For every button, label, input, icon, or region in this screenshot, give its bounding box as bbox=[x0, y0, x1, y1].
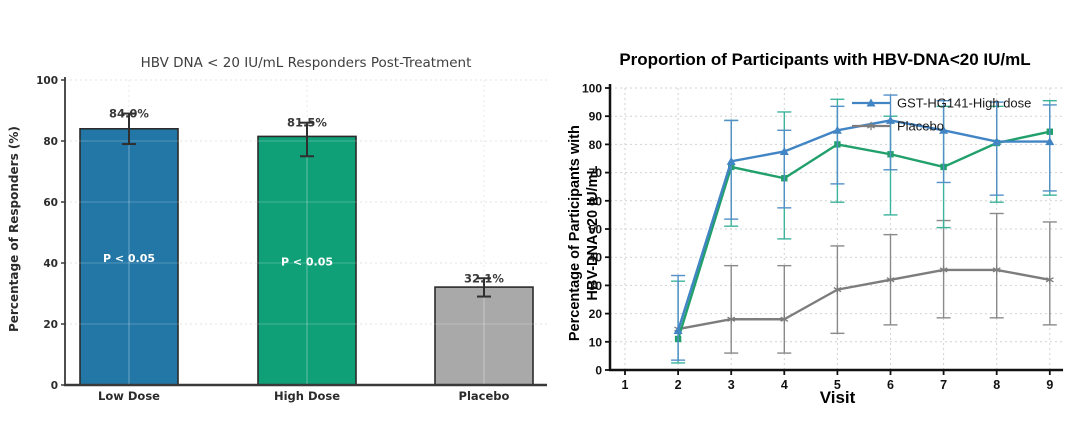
triangle-marker bbox=[726, 156, 736, 165]
y-tick-label: 0 bbox=[51, 380, 58, 392]
y-tick-label: 10 bbox=[589, 335, 603, 349]
star-marker bbox=[727, 316, 736, 322]
line-chart-title: Proportion of Participants with HBV-DNA<… bbox=[619, 50, 1031, 69]
triangle-marker bbox=[992, 137, 1002, 146]
data-series-line bbox=[676, 119, 1050, 331]
line-chart: 0 10 20 30 40 50 60 70 80 90 100 1 2 3 4 5 6 7 8 9 GST-HG141… bbox=[582, 82, 1064, 392]
y-tick-label: 80 bbox=[43, 136, 58, 148]
bar-chart-panel: HBV DNA < 20 IU/mL Responders Post-Treat… bbox=[7, 55, 547, 403]
y-tick-label: 100 bbox=[582, 82, 602, 96]
y-tick-label: 80 bbox=[589, 138, 603, 152]
x-category-label: Placebo bbox=[459, 389, 510, 403]
x-category-label: Low Dose bbox=[98, 389, 160, 403]
star-marker bbox=[780, 316, 789, 322]
y-tick-label: 70 bbox=[589, 166, 603, 180]
y-tick-label: 40 bbox=[589, 251, 603, 265]
x-tick-label: 3 bbox=[728, 378, 735, 392]
y-tick-label: 20 bbox=[43, 319, 58, 331]
line-chart-x-axis-label: Visit bbox=[819, 388, 856, 407]
star-marker bbox=[992, 267, 1001, 273]
y-tick-label: 50 bbox=[589, 223, 603, 237]
x-tick-label: 4 bbox=[781, 378, 788, 392]
y-tick-label: 60 bbox=[589, 194, 603, 208]
significance-annotation: P < 0.05 bbox=[281, 256, 333, 269]
x-tick-label: 9 bbox=[1046, 378, 1053, 392]
triangle-marker bbox=[673, 326, 683, 335]
x-tick-label: 7 bbox=[940, 378, 947, 392]
legend-entry-label: GST-HG141-High dose bbox=[897, 96, 1031, 111]
x-category-label: High Dose bbox=[274, 389, 340, 403]
x-tick-label: 6 bbox=[887, 378, 894, 392]
star-marker bbox=[833, 286, 842, 293]
legend-entry-label: Placebo bbox=[897, 119, 944, 134]
triangle-marker bbox=[866, 98, 876, 107]
data-series-line bbox=[677, 268, 1051, 331]
x-tick-label: 1 bbox=[622, 378, 629, 392]
bar-chart-title: HBV DNA < 20 IU/mL Responders Post-Treat… bbox=[140, 55, 472, 71]
data-series-line bbox=[676, 130, 1051, 340]
star-marker bbox=[867, 123, 875, 129]
y-tick-label: 40 bbox=[43, 258, 58, 270]
triangle-marker bbox=[939, 125, 949, 134]
y-tick-label: 90 bbox=[589, 110, 603, 124]
y-tick-label: 30 bbox=[589, 279, 603, 293]
y-tick-label: 20 bbox=[589, 307, 603, 321]
triangle-marker bbox=[886, 115, 895, 124]
star-marker bbox=[939, 267, 948, 273]
triangle-marker bbox=[1045, 137, 1055, 146]
significance-annotation: P < 0.05 bbox=[103, 252, 155, 265]
bar-chart: 84.0%81.5%32.1%P < 0.05P < 0.05020406080… bbox=[36, 75, 547, 403]
star-marker bbox=[886, 277, 895, 283]
y-tick-label: 100 bbox=[36, 75, 58, 87]
y-tick-label: 0 bbox=[595, 364, 602, 378]
line-chart-panel: Proportion of Participants with HBV-DNA<… bbox=[565, 0, 1073, 435]
y-tick-label: 60 bbox=[43, 197, 58, 209]
triangle-marker bbox=[779, 146, 789, 155]
x-tick-label: 5 bbox=[834, 378, 841, 392]
star-marker bbox=[1045, 277, 1054, 283]
x-tick-label: 8 bbox=[993, 378, 1000, 392]
triangle-marker bbox=[832, 125, 842, 134]
x-tick-label: 2 bbox=[675, 378, 682, 392]
